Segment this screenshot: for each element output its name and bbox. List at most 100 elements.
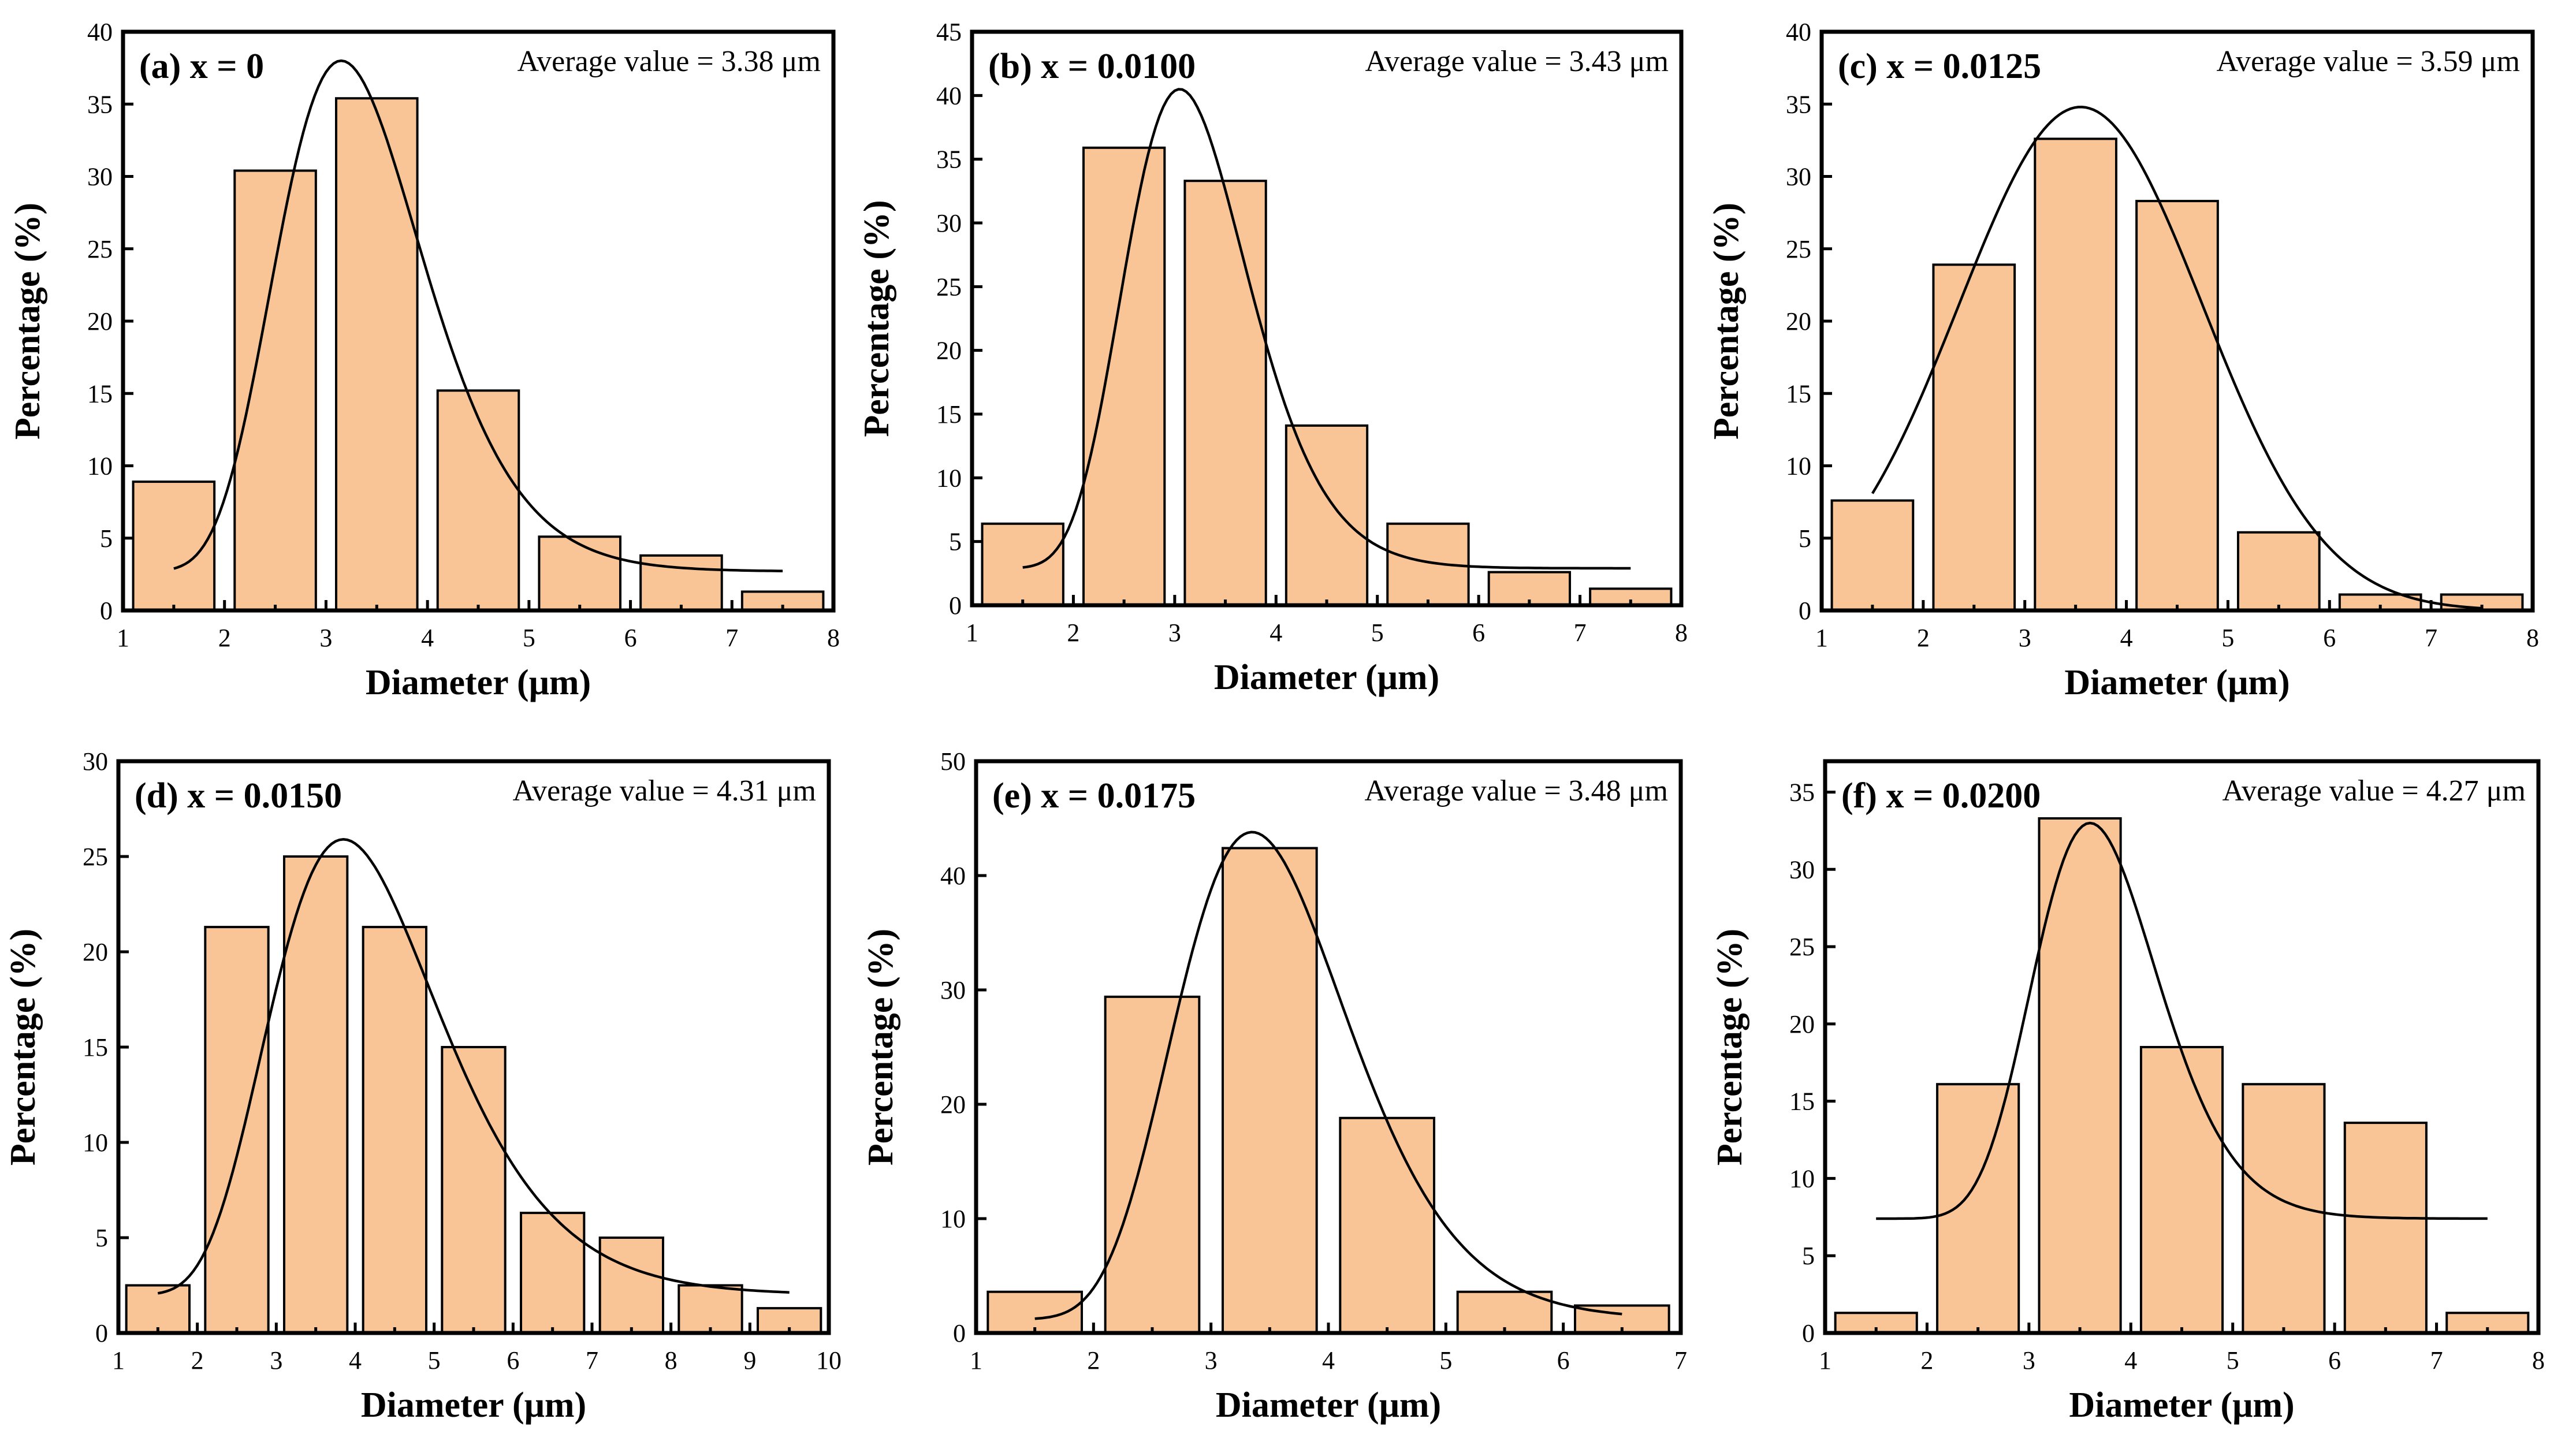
y-tick-label: 25: [1789, 933, 1815, 961]
y-tick-label: 20: [83, 938, 108, 966]
y-tick-label: 20: [936, 337, 962, 365]
x-tick-label: 6: [507, 1346, 519, 1375]
panel-label: (a) x = 0: [139, 47, 264, 86]
y-axis-title: Percentage (%): [861, 929, 900, 1165]
fit-curve: [1876, 821, 2488, 1220]
histogram-bar: [1932, 263, 2016, 612]
histogram-panel-a: 1 2 3 4 5 6 7 8 0 5 10 15 20 25 30 35 40 (a) x = 0 Average…: [8, 18, 840, 702]
y-tick-label: 25: [1786, 235, 1811, 263]
y-tick-label: 35: [1786, 90, 1811, 118]
histogram-panel-c: 1 2 3 4 5 6 7 8 0 5 10 15 20 25 30 35 40 (c) x = 0.0125 Av…: [1707, 18, 2539, 702]
x-tick-label: 2: [1087, 1346, 1100, 1375]
x-tick-label: 7: [1574, 619, 1587, 647]
x-tick-label: 7: [2430, 1346, 2443, 1375]
x-tick-label: 6: [1472, 619, 1485, 647]
x-tick-label: 8: [2532, 1346, 2545, 1375]
x-axis-title: Diameter (μm): [366, 663, 591, 702]
x-tick-label: 3: [270, 1346, 282, 1375]
histogram-panel-f: 1 2 3 4 5 6 7 8 0 5 10 15 20 25 30 35 (f) x = 0.0200 Aver…: [1710, 759, 2545, 1425]
histogram-bar: [283, 855, 349, 1334]
average-value-label: Average value = 4.27 μm: [2222, 774, 2526, 807]
panel-label: (b) x = 0.0100: [988, 47, 1196, 86]
x-tick-label: 3: [319, 624, 332, 652]
histogram-bar: [2135, 200, 2219, 612]
y-tick-label: 40: [87, 18, 113, 46]
x-tick-label: 8: [827, 624, 840, 652]
fit-curve: [1022, 88, 1631, 570]
x-axis-title: Diameter (μm): [361, 1386, 586, 1425]
y-tick-label: 10: [940, 1205, 966, 1233]
y-axis-title: Percentage (%): [1710, 929, 1749, 1165]
histogram-bar: [335, 97, 419, 612]
x-tick-label: 5: [2221, 624, 2234, 652]
histogram-bar: [1339, 1116, 1435, 1334]
x-tick-label: 7: [1674, 1346, 1687, 1375]
panel-label: (c) x = 0.0125: [1838, 47, 2041, 86]
x-tick-label: 7: [2425, 624, 2437, 652]
x-tick-label: 6: [624, 624, 637, 652]
histogram-bar: [1082, 146, 1166, 607]
plot-frame: [974, 759, 1683, 1335]
x-tick-label: 5: [523, 624, 535, 652]
y-tick-label: 30: [87, 163, 113, 191]
x-tick-label: 3: [2023, 1346, 2035, 1375]
panel-label: (d) x = 0.0150: [135, 776, 342, 815]
x-tick-label: 3: [2019, 624, 2031, 652]
y-tick-label: 15: [936, 400, 962, 429]
x-tick-label: 6: [1557, 1346, 1570, 1375]
y-tick-label: 15: [87, 379, 113, 408]
average-value-label: Average value = 3.43 μm: [1365, 45, 1669, 78]
x-tick-label: 8: [2526, 624, 2539, 652]
average-value-label: Average value = 4.31 μm: [512, 774, 816, 807]
x-tick-label: 8: [665, 1346, 677, 1375]
x-axis-title: Diameter (μm): [2069, 1386, 2294, 1425]
y-tick-label: 25: [936, 273, 962, 301]
y-tick-label: 0: [100, 597, 113, 625]
y-tick-label: 5: [95, 1224, 108, 1252]
fit-curve: [157, 838, 790, 1295]
y-tick-label: 20: [1786, 307, 1811, 336]
y-tick-label: 20: [940, 1090, 966, 1119]
y-tick-label: 0: [95, 1319, 108, 1347]
y-axis-title: Percentage (%): [8, 203, 47, 440]
y-tick-label: 5: [100, 524, 113, 553]
histogram-panel-e: 1 2 3 4 5 6 7 0 10 20 30 40 50 (e) x = 0.0175 Average …: [861, 747, 1687, 1425]
x-tick-label: 2: [1067, 619, 1079, 647]
fit-curve: [1871, 106, 2482, 610]
y-tick-label: 10: [1789, 1164, 1815, 1193]
y-tick-label: 25: [87, 235, 113, 263]
x-tick-label: 6: [2328, 1346, 2341, 1375]
average-value-label: Average value = 3.38 μm: [517, 45, 821, 78]
histogram-bar: [1104, 995, 1201, 1334]
x-tick-label: 4: [2120, 624, 2133, 652]
x-tick-label: 4: [421, 624, 434, 652]
y-tick-label: 25: [83, 843, 108, 871]
histogram-bar: [520, 1212, 586, 1335]
histogram-bar: [1830, 499, 1915, 612]
histogram-bar: [1222, 847, 1318, 1334]
fit-curve: [173, 59, 783, 572]
y-axis-title: Percentage (%): [3, 929, 43, 1165]
x-tick-label: 9: [743, 1346, 756, 1375]
average-value-label: Average value = 3.59 μm: [2216, 45, 2520, 78]
x-tick-label: 10: [816, 1346, 842, 1375]
x-tick-label: 2: [1917, 624, 1930, 652]
y-tick-label: 40: [940, 862, 966, 890]
x-tick-label: 5: [428, 1346, 441, 1375]
histogram-bar: [598, 1237, 664, 1334]
y-tick-label: 40: [1786, 18, 1811, 46]
x-axis-title: Diameter (μm): [2064, 663, 2289, 702]
y-tick-label: 15: [83, 1033, 108, 1062]
histogram-bar: [538, 535, 622, 612]
histogram-bar: [2034, 137, 2117, 612]
y-tick-label: 30: [940, 976, 966, 1004]
x-tick-label: 1: [970, 1346, 982, 1375]
x-tick-label: 3: [1205, 1346, 1218, 1375]
x-tick-label: 1: [1819, 1346, 1831, 1375]
histogram-bar: [1183, 180, 1267, 606]
x-tick-label: 5: [2227, 1346, 2239, 1375]
y-tick-label: 35: [936, 146, 962, 174]
histogram-bar: [233, 169, 317, 612]
histogram-bar: [1936, 1083, 2020, 1334]
